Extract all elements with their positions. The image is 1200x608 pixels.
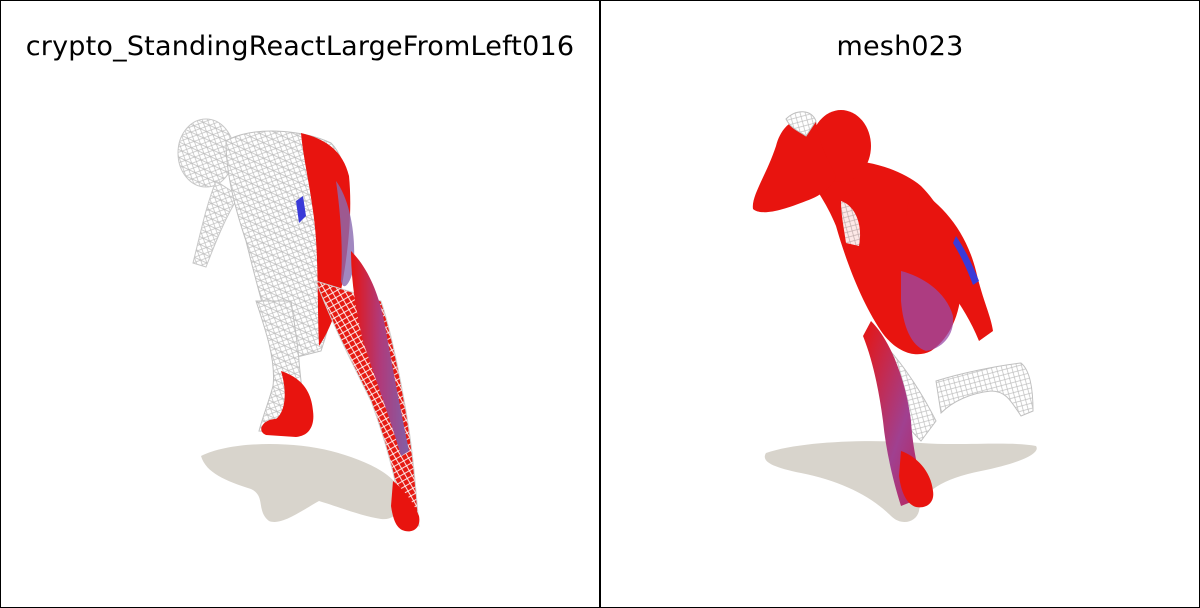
raised-arm-red [752,118,836,213]
left-arm-wire [192,180,240,268]
head-wire [177,118,235,188]
front-foot-red [391,481,420,532]
torso-purple [336,181,355,287]
chest-wire [841,201,861,246]
panel-right: mesh023 [601,1,1199,607]
right-mesh-render [752,110,1037,523]
bent-arm-red [906,186,993,341]
back-foot-red [261,371,314,437]
panel-left: crypto_StandingReactLargeFromLeft016 [1,1,599,607]
back-leg-wire [935,362,1034,417]
front-foot-red [899,451,934,508]
panel-left-title: crypto_StandingReactLargeFromLeft016 [25,31,575,62]
front-leg-gradient [351,251,409,456]
hand-wire [785,111,817,137]
torso-purple [901,271,954,351]
arm-blue-edge [953,236,979,285]
blue-patch [296,196,306,223]
ground-shadow [201,444,403,522]
left-mesh-render [177,118,420,532]
panel-divider [599,0,601,608]
panel-right-title: mesh023 [836,31,964,62]
